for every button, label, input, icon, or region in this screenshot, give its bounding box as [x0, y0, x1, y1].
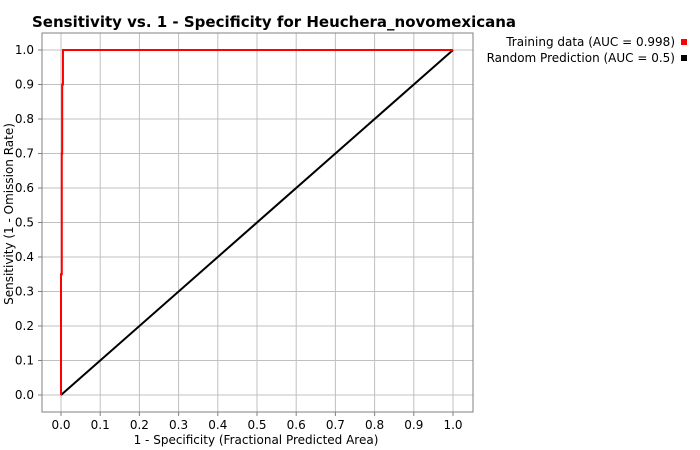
chart-series	[60, 49, 454, 396]
legend-swatch-training	[681, 39, 687, 45]
x-axis-label: 1 - Specificity (Fractional Predicted Ar…	[134, 433, 379, 447]
x-tick-label: 1.0	[443, 418, 462, 432]
legend-label-random: Random Prediction (AUC = 0.5)	[487, 51, 675, 65]
y-tick-label: 0.2	[15, 319, 34, 333]
y-axis-ticks: 0.0 0.1 0.2 0.3 0.4 0.5 0.6 0.7 0.8 0.9 1.0	[15, 43, 42, 402]
x-tick-label: 0.1	[91, 418, 110, 432]
y-tick-label: 0.7	[15, 147, 34, 161]
training-data-line	[60, 49, 453, 395]
x-tick-label: 0.3	[169, 418, 188, 432]
y-tick-label: 0.8	[15, 112, 34, 126]
x-tick-label: 0.9	[404, 418, 423, 432]
y-tick-label: 0.6	[15, 181, 34, 195]
x-tick-label: 0.0	[51, 418, 70, 432]
random-prediction-line	[60, 49, 454, 396]
y-tick-label: 0.9	[15, 78, 34, 92]
x-axis-ticks: 0.0 0.1 0.2 0.3 0.4 0.5 0.6 0.7 0.8 0.9 1.0	[51, 412, 463, 432]
y-tick-label: 0.0	[15, 388, 34, 402]
x-tick-label: 0.7	[326, 418, 345, 432]
y-tick-label: 1.0	[15, 43, 34, 57]
chart-legend: Training data (AUC = 0.998) Random Predic…	[487, 35, 687, 65]
y-tick-label: 0.1	[15, 354, 34, 368]
chart-title: Sensitivity vs. 1 - Specificity for Heuc…	[32, 13, 516, 31]
legend-label-training: Training data (AUC = 0.998)	[505, 35, 675, 49]
y-tick-label: 0.3	[15, 285, 34, 299]
x-tick-label: 0.6	[287, 418, 306, 432]
y-axis-label: Sensitivity (1 - Omission Rate)	[2, 123, 16, 305]
x-tick-label: 0.2	[130, 418, 149, 432]
x-tick-label: 0.8	[365, 418, 384, 432]
x-tick-label: 0.5	[247, 418, 266, 432]
x-tick-label: 0.4	[208, 418, 227, 432]
y-tick-label: 0.5	[15, 216, 34, 230]
y-tick-label: 0.4	[15, 250, 34, 264]
legend-swatch-random	[681, 55, 687, 61]
